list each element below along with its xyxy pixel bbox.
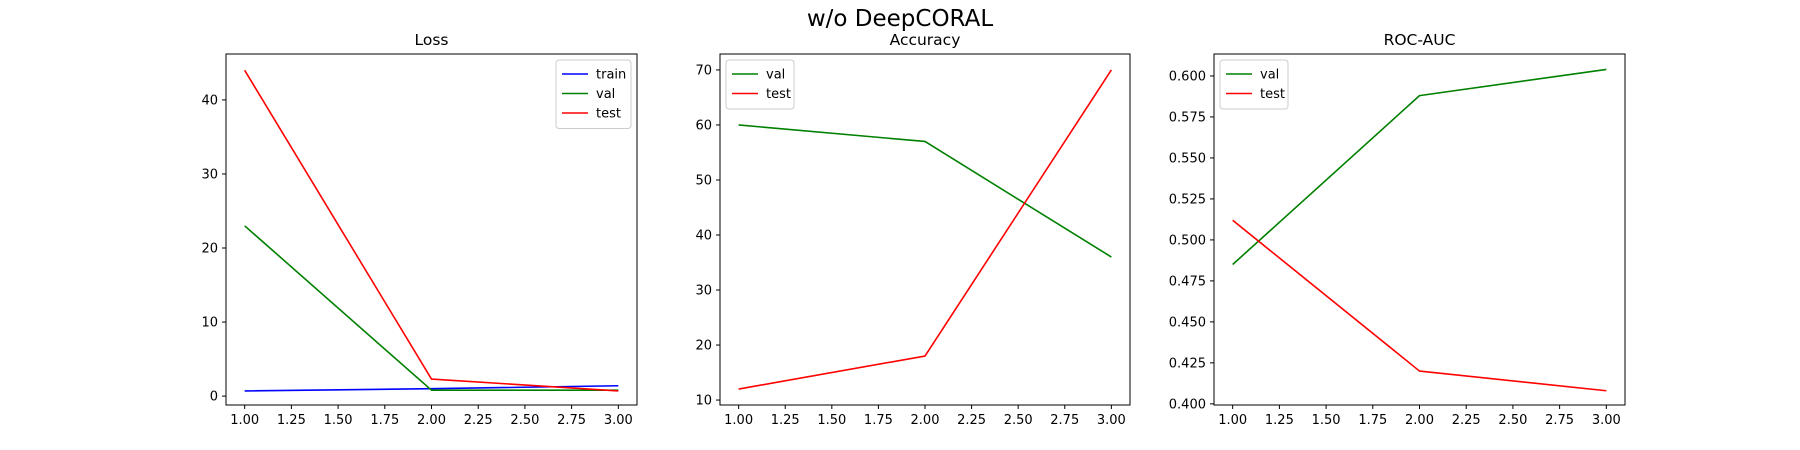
x-tick-label: 2.00 (911, 413, 940, 428)
y-tick-label: 0.425 (1169, 356, 1206, 371)
legend-label-test: test (1260, 87, 1285, 102)
legend-box (725, 59, 795, 110)
x-tick-label: 3.00 (1592, 413, 1621, 428)
x-tick-label: 1.75 (864, 413, 893, 428)
y-tick-label: 40 (695, 229, 712, 244)
axes-title: Loss (415, 31, 449, 49)
x-tick-label: 1.00 (230, 413, 259, 428)
y-tick-label: 0.575 (1169, 110, 1206, 125)
subplot-1: Accuracy 1.00 1.25 1.50 1.75 2.00 2.25 2.50 2.75… (695, 31, 1131, 428)
subplot-2: ROC-AUC 1.00 1.25 1.50 1.75 2.00 2.25 2.50 2.75 3… (1169, 31, 1626, 428)
x-tick-label: 1.75 (370, 413, 399, 428)
y-tick-label: 10 (695, 394, 712, 409)
legend-label-val: val (1260, 68, 1279, 83)
legend-box (555, 59, 632, 129)
series-line-test (1232, 219, 1607, 392)
x-tick-label: 1.00 (1218, 413, 1247, 428)
series-line-val (738, 124, 1112, 258)
x-tick-label: 1.75 (1358, 413, 1387, 428)
series-line-val (244, 225, 619, 391)
x-tick-label: 2.75 (1545, 413, 1574, 428)
x-tick-label: 2.75 (557, 413, 586, 428)
x-tick-label: 1.50 (817, 413, 846, 428)
x-tick-label: 2.50 (510, 413, 539, 428)
x-tick-label: 1.25 (771, 413, 800, 428)
legend-label-test: test (766, 87, 791, 102)
x-tick-label: 3.00 (1097, 413, 1126, 428)
y-tick-label: 20 (201, 242, 218, 257)
x-tick-label: 1.25 (1265, 413, 1294, 428)
x-tick-label: 2.00 (417, 413, 446, 428)
x-tick-label: 2.25 (1452, 413, 1481, 428)
legend: val test (725, 59, 795, 110)
y-tick-label: 30 (695, 284, 712, 299)
y-tick-label: 70 (695, 63, 712, 78)
x-tick-label: 2.75 (1050, 413, 1079, 428)
legend-label-val: val (596, 87, 615, 102)
legend-label-test: test (596, 107, 621, 122)
x-tick-label: 1.50 (324, 413, 353, 428)
series-line-val (1232, 68, 1607, 266)
y-tick-label: 0.400 (1169, 397, 1206, 412)
y-tick-label: 0.475 (1169, 274, 1206, 289)
series-line-test (738, 69, 1113, 390)
series-line-test (243, 69, 619, 392)
y-tick-label: 10 (201, 316, 218, 331)
legend: train val test (555, 59, 632, 129)
x-tick-label: 2.50 (1498, 413, 1527, 428)
y-tick-label: 0.500 (1169, 233, 1206, 248)
y-tick-label: 40 (201, 93, 218, 108)
subplot-0: Loss 1.00 1.25 1.50 1.75 2.00 2.25 2.50 2.75 3.00… (201, 31, 638, 428)
y-tick-label: 50 (695, 173, 712, 188)
legend-label-train: train (596, 68, 626, 83)
axes-title: Accuracy (890, 31, 961, 49)
y-tick-label: 0.600 (1169, 69, 1206, 84)
x-tick-label: 1.00 (724, 413, 753, 428)
y-tick-label: 0.525 (1169, 192, 1206, 207)
y-tick-label: 60 (695, 118, 712, 133)
x-tick-label: 2.00 (1405, 413, 1434, 428)
legend-box (1219, 59, 1289, 110)
legend-label-val: val (766, 68, 785, 83)
y-tick-label: 0 (210, 390, 218, 405)
figure-title: w/o DeepCORAL (806, 6, 994, 32)
axes-title: ROC-AUC (1384, 31, 1456, 49)
x-tick-label: 2.50 (1004, 413, 1033, 428)
x-tick-label: 2.25 (464, 413, 493, 428)
y-tick-label: 0.550 (1169, 151, 1206, 166)
legend: val test (1219, 59, 1289, 110)
x-tick-label: 2.25 (957, 413, 986, 428)
x-tick-label: 1.25 (277, 413, 306, 428)
x-tick-label: 3.00 (604, 413, 633, 428)
y-tick-label: 30 (201, 167, 218, 182)
y-tick-label: 20 (695, 339, 712, 354)
x-tick-label: 1.50 (1312, 413, 1341, 428)
y-tick-label: 0.450 (1169, 315, 1206, 330)
